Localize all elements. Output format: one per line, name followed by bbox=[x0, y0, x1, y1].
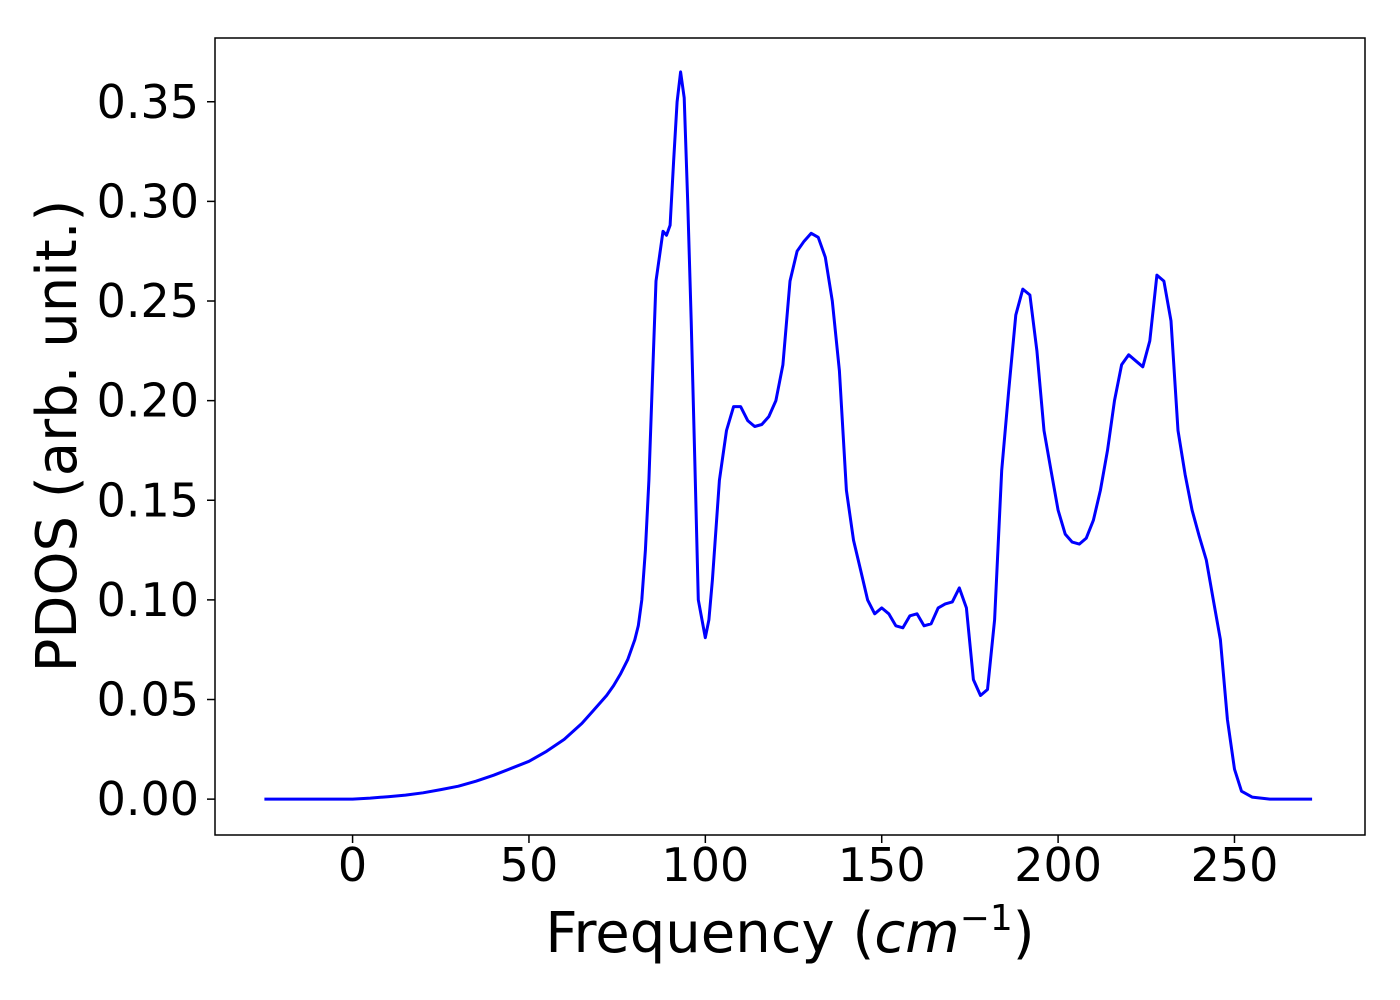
x-axis-ticks: 0 50 100 150 200 250 bbox=[338, 835, 1278, 892]
y-tick-label: 0.25 bbox=[97, 274, 199, 328]
plot-frame bbox=[214, 37, 1366, 836]
y-tick-label: 0.10 bbox=[97, 573, 199, 627]
x-axis-label: Frequency (cm−1) bbox=[545, 898, 1034, 966]
x-tick-label: 200 bbox=[1014, 838, 1102, 892]
x-tick-label: 100 bbox=[661, 838, 749, 892]
pdos-series-line bbox=[264, 70, 1313, 801]
x-tick-label: 150 bbox=[838, 838, 926, 892]
y-axis-label: PDOS (arb. unit.) bbox=[25, 200, 90, 673]
x-tick-label: 50 bbox=[500, 838, 559, 892]
y-tick-label: 0.15 bbox=[97, 473, 199, 527]
x-axis-label-unit: cm bbox=[874, 901, 959, 966]
x-axis-label-exp: −1 bbox=[960, 898, 1013, 939]
y-tick-label: 0.30 bbox=[97, 174, 199, 228]
y-tick-label: 0.35 bbox=[97, 75, 199, 129]
y-tick-label: 0.05 bbox=[97, 673, 199, 727]
y-tick-label: 0.00 bbox=[97, 772, 199, 826]
x-axis-label-text: Frequency bbox=[545, 901, 834, 966]
x-tick-label: 0 bbox=[338, 838, 367, 892]
y-axis-ticks: 0.00 0.05 0.10 0.15 0.20 0.25 0.30 0.35 bbox=[97, 75, 215, 826]
y-tick-label: 0.20 bbox=[97, 374, 199, 428]
x-tick-label: 250 bbox=[1191, 838, 1279, 892]
